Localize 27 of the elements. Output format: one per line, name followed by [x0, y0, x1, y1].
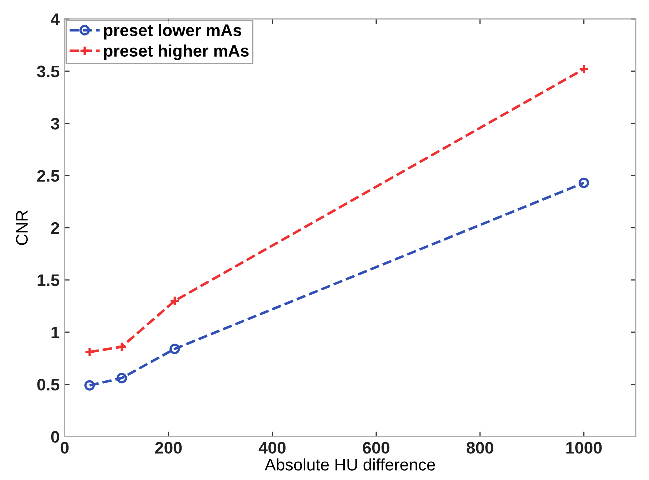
y-tick-label: 1 [52, 326, 60, 338]
y-tick-label: 2.5 [37, 170, 60, 182]
y-tick-label: 2 [51, 222, 60, 234]
legend-label: preset higher mAs [104, 44, 249, 60]
y-tick-label: 4 [51, 14, 60, 26]
x-tick-label: 200 [155, 442, 182, 454]
point [116, 373, 128, 384]
y-tick-label: 3.5 [37, 66, 60, 78]
y-tick-label: 3 [51, 118, 60, 130]
x-tick-label: 0 [60, 442, 69, 454]
y-tick-label: 0 [51, 431, 60, 444]
point [170, 296, 180, 306]
x-tick-label: 600 [363, 442, 390, 454]
x-tick-label: 800 [466, 442, 494, 454]
x-axis-title: Absolute HU difference [264, 458, 436, 471]
y-axis-title: CNR [16, 210, 28, 246]
x-tick-label: 1000 [566, 442, 602, 454]
y-tick-label: 1.5 [38, 274, 60, 286]
legend-label: preset lower mAs [104, 24, 242, 40]
x-tick-label: 400 [258, 442, 286, 454]
point [84, 346, 96, 358]
point [84, 380, 96, 391]
point [116, 342, 128, 352]
point [578, 178, 590, 188]
y-tick-label: 0.5 [38, 379, 60, 391]
point [578, 64, 590, 75]
point [170, 344, 180, 354]
